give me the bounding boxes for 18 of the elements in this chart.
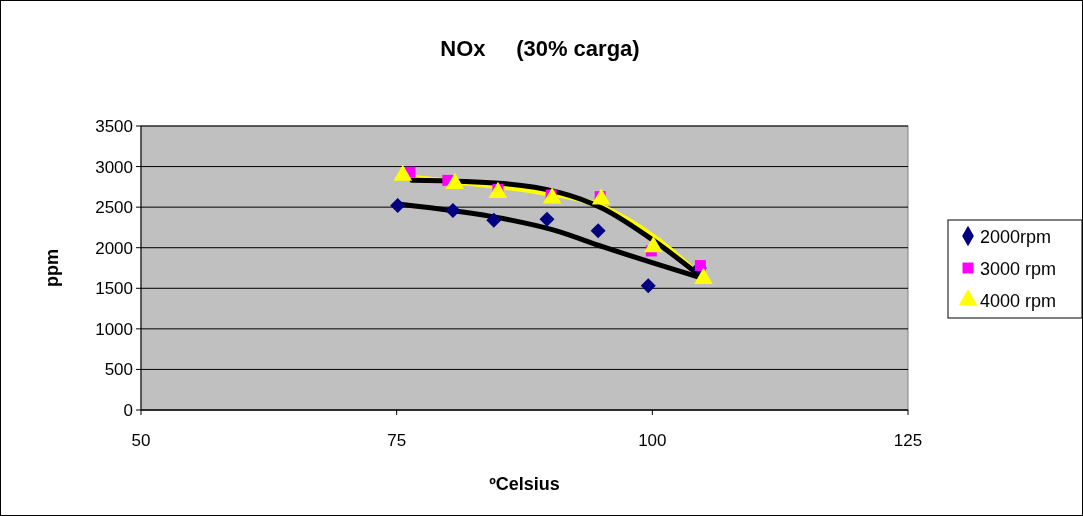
legend-label: 3000 rpm — [980, 259, 1057, 279]
x-axis-title: ºCelsius — [489, 474, 560, 494]
x-tick-label: 75 — [387, 431, 407, 450]
y-tick-label: 500 — [104, 360, 133, 380]
y-axis-title: ppm — [42, 249, 62, 287]
x-tick-label: 125 — [893, 431, 923, 450]
y-tick-label: 2500 — [95, 198, 133, 218]
y-tick-label: 1000 — [95, 319, 133, 339]
y-tick-label: 2000 — [95, 238, 133, 258]
x-tick-label: 100 — [638, 431, 667, 450]
y-tick-label: 1500 — [95, 279, 133, 299]
y-tick-label: 0 — [123, 401, 133, 420]
y-tick-label: 3500 — [95, 117, 133, 136]
legend-label: 4000 rpm — [980, 291, 1057, 311]
legend-label: 2000rpm — [980, 227, 1052, 247]
chart-title: NOx (30% carga) — [440, 36, 640, 61]
x-tick-label: 50 — [131, 431, 151, 450]
y-tick-label: 3000 — [95, 157, 133, 177]
